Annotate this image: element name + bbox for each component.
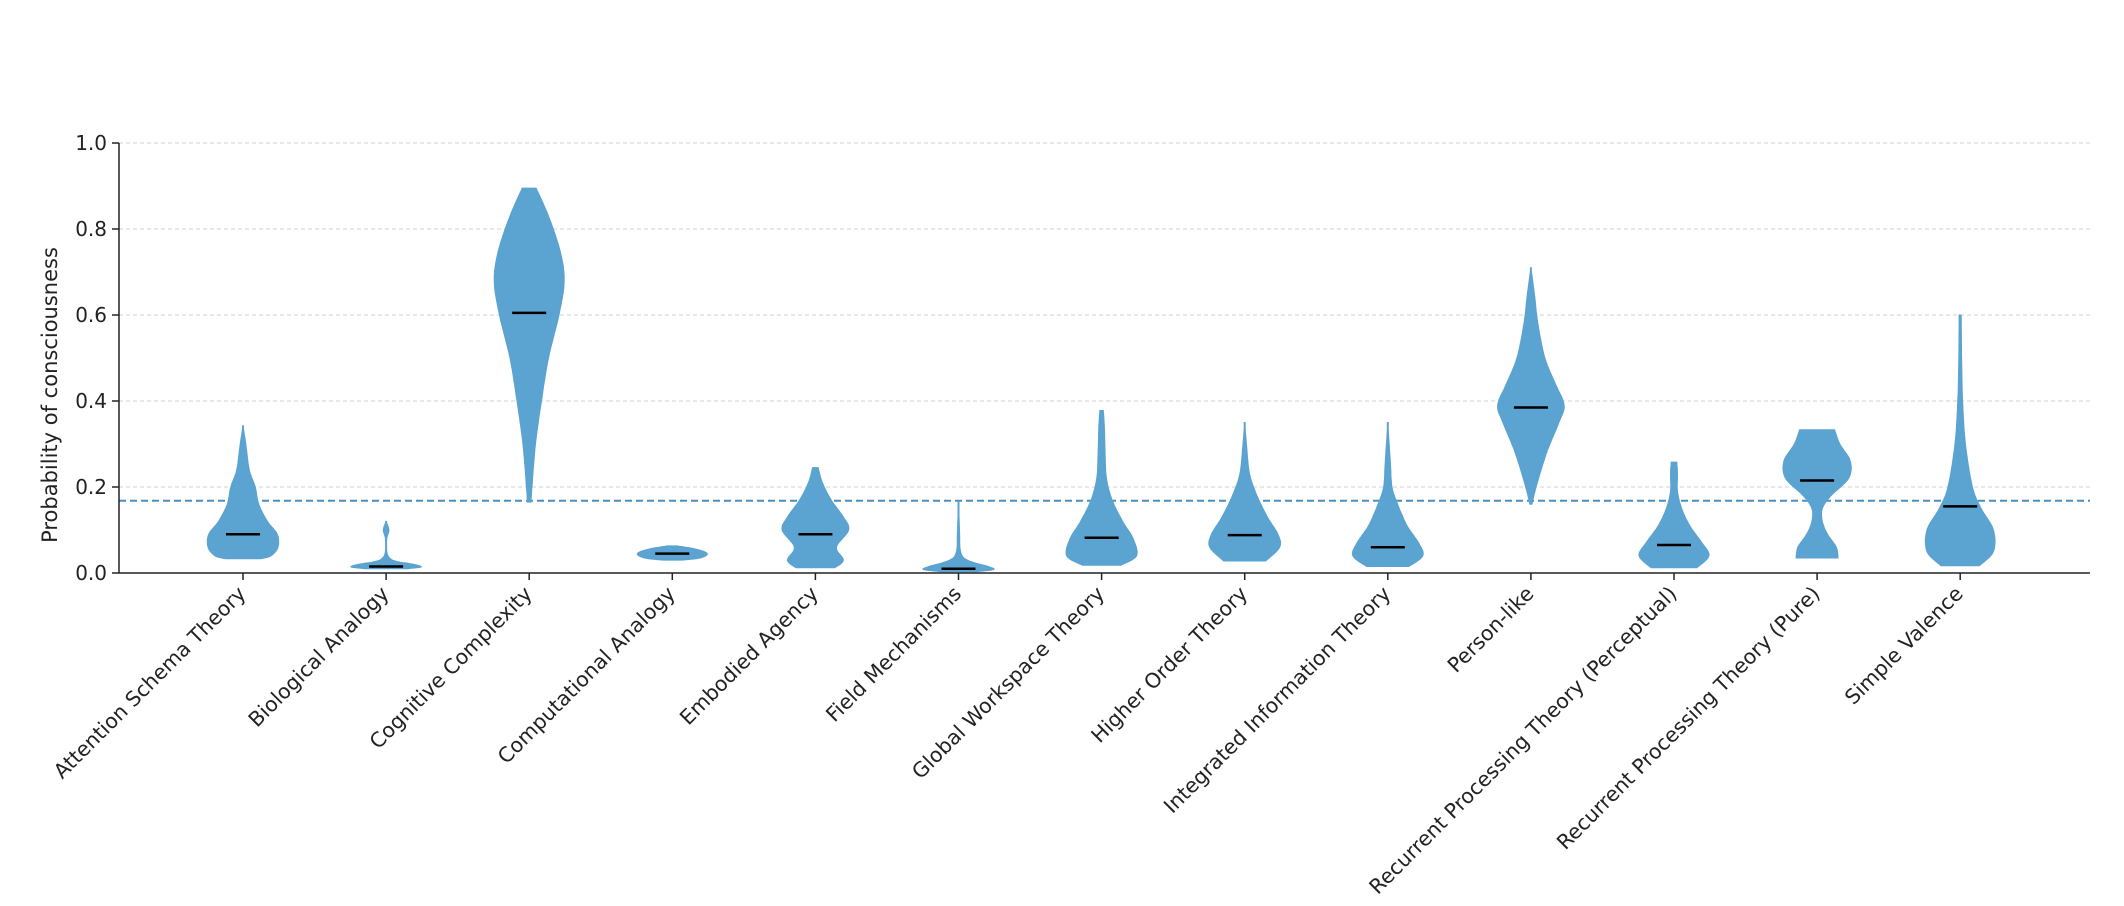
y-tick-label-2: 0.4 (75, 389, 107, 413)
y-axis-title: Probability of consciousness (38, 247, 62, 543)
y-tick-label-5: 1.0 (75, 131, 107, 155)
violin-9 (1497, 267, 1565, 505)
violin-4 (781, 467, 850, 569)
violin-8 (1351, 422, 1424, 567)
x-tick-label-0: Attention Schema Theory (49, 582, 251, 784)
violin-7 (1208, 422, 1282, 562)
violin-12 (1924, 314, 1996, 567)
x-tick-label-5: Field Mechanisms (821, 582, 966, 727)
x-tick-label-1: Biological Analogy (244, 582, 394, 732)
violin-5 (922, 501, 995, 573)
y-tick-label-4: 0.8 (75, 217, 107, 241)
x-tick-label-10: Recurrent Processing Theory (Perceptual) (1364, 582, 1681, 899)
x-tick-label-2: Cognitive Complexity (365, 582, 537, 754)
violin-2 (493, 187, 565, 503)
x-tick-label-12: Simple Valence (1840, 582, 1968, 710)
violin-10 (1638, 461, 1710, 569)
y-tick-label-1: 0.2 (75, 475, 107, 499)
axes (118, 143, 2090, 574)
violin-0 (206, 425, 280, 560)
median-markers (226, 311, 1978, 570)
y-tick-label-3: 0.6 (75, 303, 107, 327)
violins (206, 187, 1996, 573)
x-tick-label-7: Higher Order Theory (1086, 582, 1252, 748)
violin-6 (1065, 410, 1138, 566)
x-tick-label-9: Person-like (1443, 582, 1539, 678)
y-tick-label-0: 0.0 (75, 561, 107, 585)
x-tick-label-11: Recurrent Processing Theory (Pure) (1552, 582, 1825, 855)
violin-1 (350, 520, 422, 570)
violin-11 (1782, 429, 1852, 559)
y-tick-labels: 0.0 0.2 0.4 0.6 0.8 1.0 (75, 131, 119, 585)
x-tick-label-8: Integrated Information Theory (1159, 582, 1395, 818)
x-tick-label-4: Embodied Agency (675, 582, 823, 730)
